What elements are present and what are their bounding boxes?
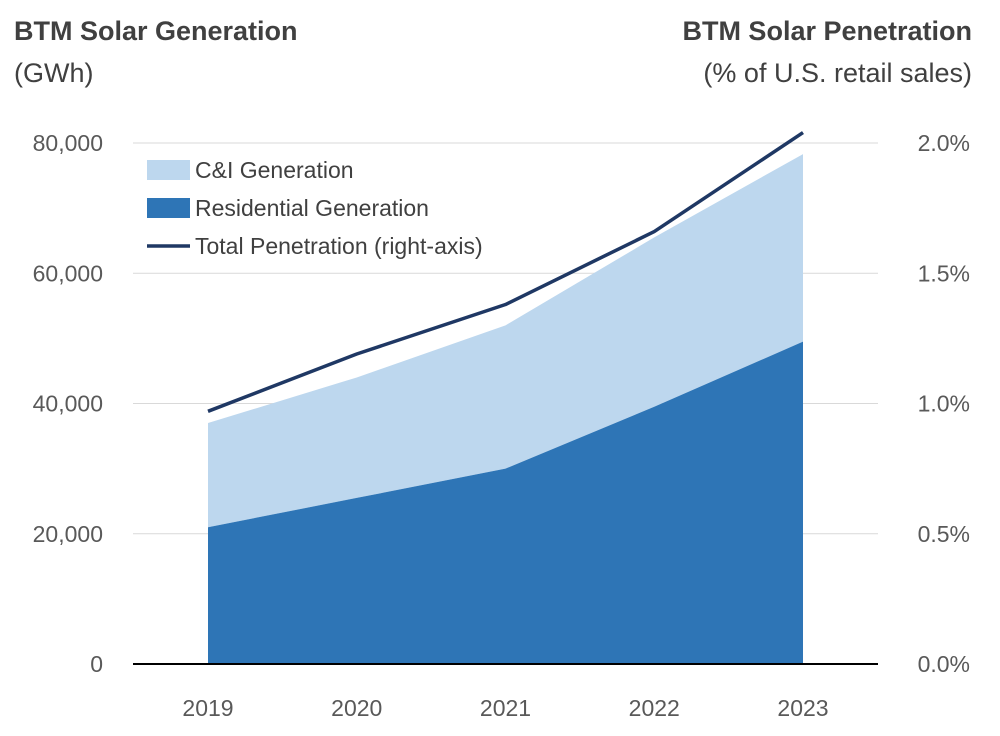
y-left-tick-label: 80,000 [33,130,103,156]
legend-swatch [147,198,190,218]
legend-swatch [147,160,190,180]
y-right-tick-label: 1.0% [918,391,970,417]
right-axis-title: BTM Solar Penetration [682,16,972,46]
legend-label: C&I Generation [195,157,354,183]
area-ci-generation [208,154,803,528]
y-right-tick-label: 2.0% [918,130,970,156]
legend-label: Total Penetration (right-axis) [195,233,483,259]
x-tick-label: 2023 [777,695,828,721]
y-right-tick-label: 0.5% [918,521,970,547]
left-axis-unit: (GWh) [14,58,94,88]
y-right-tick-label: 1.5% [918,260,970,286]
y-left-tick-label: 60,000 [33,260,103,286]
y-left-tick-label: 20,000 [33,521,103,547]
x-tick-label: 2019 [182,695,233,721]
x-tick-label: 2021 [480,695,531,721]
legend-label: Residential Generation [195,195,429,221]
y-left-tick-label: 40,000 [33,391,103,417]
right-axis-unit: (% of U.S. retail sales) [703,58,972,88]
area-residential-generation [208,341,803,664]
y-left-tick-label: 0 [90,651,103,677]
y-right-tick-label: 0.0% [918,651,970,677]
x-tick-label: 2022 [629,695,680,721]
line-total-penetration [207,131,804,413]
x-tick-label: 2020 [331,695,382,721]
left-axis-title: BTM Solar Generation [14,16,298,46]
